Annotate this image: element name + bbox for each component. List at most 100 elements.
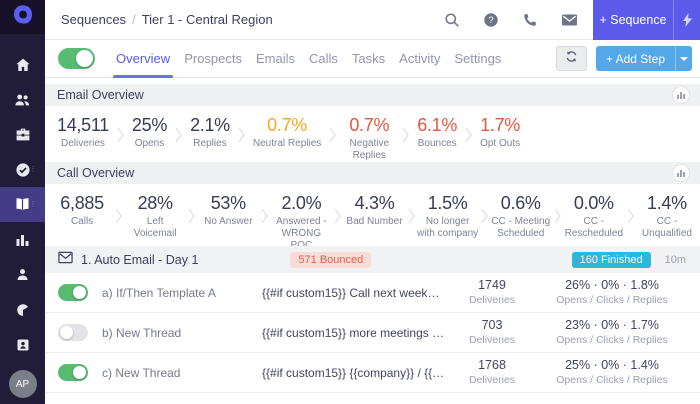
template-row-b[interactable]: b) New Thread {{#if custom15}} more meet… — [45, 313, 700, 353]
bar-chart-icon — [676, 92, 685, 99]
stat-no-answer: 53% No Answer — [204, 193, 253, 227]
search-icon[interactable] — [444, 12, 460, 28]
sidebar-item-profile[interactable] — [0, 257, 45, 292]
template-row-a[interactable]: a) If/Then Template A {{#if custom15}} C… — [45, 273, 700, 313]
tab-bar: Overview Prospects Emails Calls Tasks Ac… — [45, 40, 700, 78]
tab-emails[interactable]: Emails — [256, 51, 296, 66]
stat-neutral-replies: 0.7% Neutral Replies — [252, 115, 322, 149]
stat-no-longer-with-company: 1.5% No longer with company — [417, 193, 479, 239]
chevron-separator — [627, 208, 634, 229]
call-chart-button[interactable] — [672, 164, 690, 182]
sidebar-item-briefcase[interactable] — [0, 117, 45, 152]
button-divider — [675, 46, 676, 71]
contact-card-icon — [16, 338, 30, 352]
template-label[interactable]: b) New Thread — [102, 325, 182, 340]
add-step-button[interactable]: + Add Step — [595, 46, 692, 71]
top-header: Sequences / Tier 1 - Central Region ? + … — [45, 0, 700, 40]
person-icon — [15, 267, 30, 282]
rates-column: 26% · 0% · 1.8% Opens / Clicks / Replies — [556, 277, 668, 306]
user-avatar[interactable]: AP — [8, 370, 37, 398]
section-title: Email Overview — [57, 88, 144, 102]
template-subject[interactable]: {{#if custom15}} {{company}} / {{first_n… — [262, 365, 456, 380]
app-logo[interactable] — [0, 0, 45, 34]
sidebar-item-tasks[interactable]: ⋮ — [0, 152, 45, 187]
toggle-knob — [76, 50, 93, 67]
breadcrumb-section[interactable]: Sequences — [61, 12, 127, 27]
chevron-down-icon[interactable] — [676, 56, 692, 61]
chevron-separator — [188, 208, 195, 229]
bar-chart-icon — [676, 170, 685, 177]
step-duration: 10m — [664, 253, 686, 266]
stat-left-voicemail: 28% Left Voicemail — [133, 193, 177, 239]
toggle-knob — [73, 286, 86, 299]
sidebar-nav: ⋮ ⋮ — [0, 47, 45, 292]
sidebar-item-reports[interactable] — [0, 222, 45, 257]
outreach-logo-icon — [12, 4, 34, 30]
button-divider — [673, 0, 674, 40]
book-sequences-icon — [14, 197, 31, 212]
email-chart-button[interactable] — [672, 86, 690, 104]
chevron-separator — [402, 127, 410, 148]
sidebar-item-contact[interactable] — [0, 327, 45, 362]
template-subject[interactable]: {{#if custom15}} more meetings {{/if}}{{… — [262, 325, 456, 340]
tab-settings[interactable]: Settings — [454, 51, 502, 66]
template-label[interactable]: c) New Thread — [102, 365, 181, 380]
template-toggle[interactable] — [58, 284, 88, 301]
chevron-separator — [238, 127, 245, 148]
add-step-label: + Add Step — [605, 51, 665, 66]
stat-cc-meeting-scheduled: 0.6% CC - Meeting Scheduled — [491, 193, 551, 239]
lightning-icon[interactable] — [674, 12, 700, 27]
stat-cc-unqualified: 1.4% CC - Unqualified — [641, 193, 692, 239]
phone-icon[interactable] — [522, 12, 538, 28]
chevron-separator — [554, 208, 561, 229]
chevron-separator — [408, 208, 415, 229]
template-row-c[interactable]: c) New Thread {{#if custom15}} {{company… — [45, 353, 700, 393]
mail-icon[interactable] — [561, 13, 578, 27]
deliveries-column: 1768 Deliveries — [468, 357, 516, 386]
finished-badge[interactable]: 160 Finished — [571, 251, 651, 268]
stat-replies: 2.1% Replies — [190, 115, 230, 149]
deliveries-column: 703 Deliveries — [468, 317, 516, 346]
stat-bad-number: 4.3% Bad Number — [346, 193, 403, 227]
people-icon — [14, 92, 31, 108]
stat-deliveries: 14,511 Deliveries — [57, 115, 109, 149]
tab-activity[interactable]: Activity — [399, 51, 441, 66]
tab-overview[interactable]: Overview — [109, 40, 177, 78]
rates-column: 23% · 0% · 1.7% Opens / Clicks / Replies — [556, 317, 668, 346]
stat-negative-replies: 0.7% Negative Replies — [349, 115, 390, 161]
template-subject[interactable]: {{#if custom15}} Call next week? {{/if}}… — [262, 285, 456, 300]
briefcase-icon — [15, 127, 31, 142]
template-toggle[interactable] — [58, 364, 88, 381]
tab-calls[interactable]: Calls — [309, 51, 338, 66]
call-overview-header: Call Overview — [45, 162, 700, 184]
chevron-separator — [117, 127, 124, 148]
chevron-separator — [175, 127, 182, 148]
sidebar-item-home[interactable] — [0, 47, 45, 82]
tab-prospects[interactable]: Prospects — [184, 51, 242, 66]
sequence-enabled-toggle[interactable] — [58, 48, 95, 69]
new-sequence-button[interactable]: + Sequence — [593, 0, 700, 40]
bounced-badge[interactable]: 571 Bounced — [290, 251, 372, 268]
help-icon[interactable]: ? — [483, 12, 499, 28]
sidebar-item-sequences[interactable]: ⋮ — [0, 187, 45, 222]
stat-opens: 25% Opens — [131, 115, 168, 149]
sidebar-item-globe[interactable] — [0, 292, 45, 327]
rates-column: 25% · 0% · 1.4% Opens / Clicks / Replies — [556, 357, 668, 386]
breadcrumb: Sequences / Tier 1 - Central Region — [61, 12, 273, 27]
call-overview-stats: 6,885 Calls 28% Left Voicemail 53% No An… — [45, 184, 700, 251]
deliveries-column: 1749 Deliveries — [468, 277, 516, 306]
home-icon — [15, 57, 31, 73]
stat-opt-outs: 1.7% Opt Outs — [480, 115, 521, 149]
template-label[interactable]: a) If/Then Template A — [102, 285, 216, 300]
step-header[interactable]: 1. Auto Email - Day 1 571 Bounced 160 Fi… — [45, 246, 700, 273]
section-title: Call Overview — [57, 166, 135, 180]
sidebar-item-people[interactable] — [0, 82, 45, 117]
svg-text:?: ? — [488, 15, 493, 26]
email-overview-header: Email Overview — [45, 84, 700, 106]
template-toggle[interactable] — [58, 324, 88, 341]
refresh-button[interactable] — [555, 46, 587, 71]
refresh-icon — [565, 50, 578, 68]
sidebar-bottom: AP — [0, 292, 45, 398]
tab-tasks[interactable]: Tasks — [351, 51, 386, 66]
check-circle-icon — [15, 162, 31, 178]
